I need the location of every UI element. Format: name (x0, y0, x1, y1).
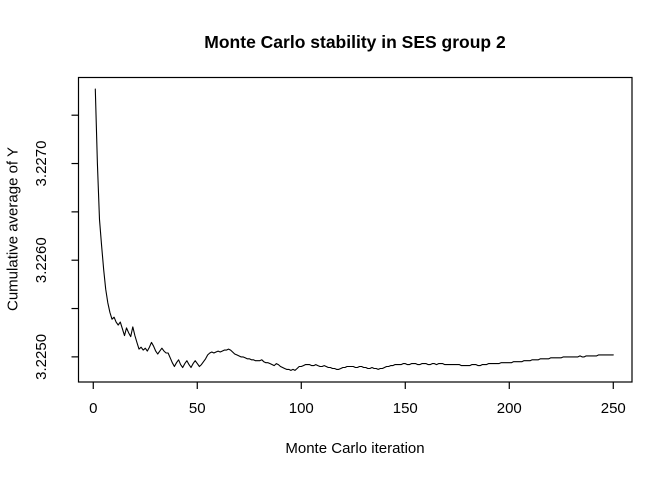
y-tick-label: 3.2270 (33, 141, 50, 187)
x-axis-title: Monte Carlo iteration (285, 440, 425, 457)
plot-box (77, 76, 633, 383)
y-tick-label: 3.2250 (33, 334, 50, 380)
y-axis-title: Cumulative average of Y (4, 147, 22, 311)
x-tick-label: 200 (497, 400, 522, 417)
x-tick-label: 250 (601, 400, 626, 417)
x-tick-label: 150 (393, 400, 418, 417)
series-line (94, 88, 614, 371)
chart-title: Monte Carlo stability in SES group 2 (204, 32, 506, 52)
y-tick-label: 3.2260 (33, 237, 50, 283)
x-tick-label: 0 (89, 400, 97, 417)
x-tick-label: 100 (289, 400, 314, 417)
x-tick-label: 50 (189, 400, 206, 417)
